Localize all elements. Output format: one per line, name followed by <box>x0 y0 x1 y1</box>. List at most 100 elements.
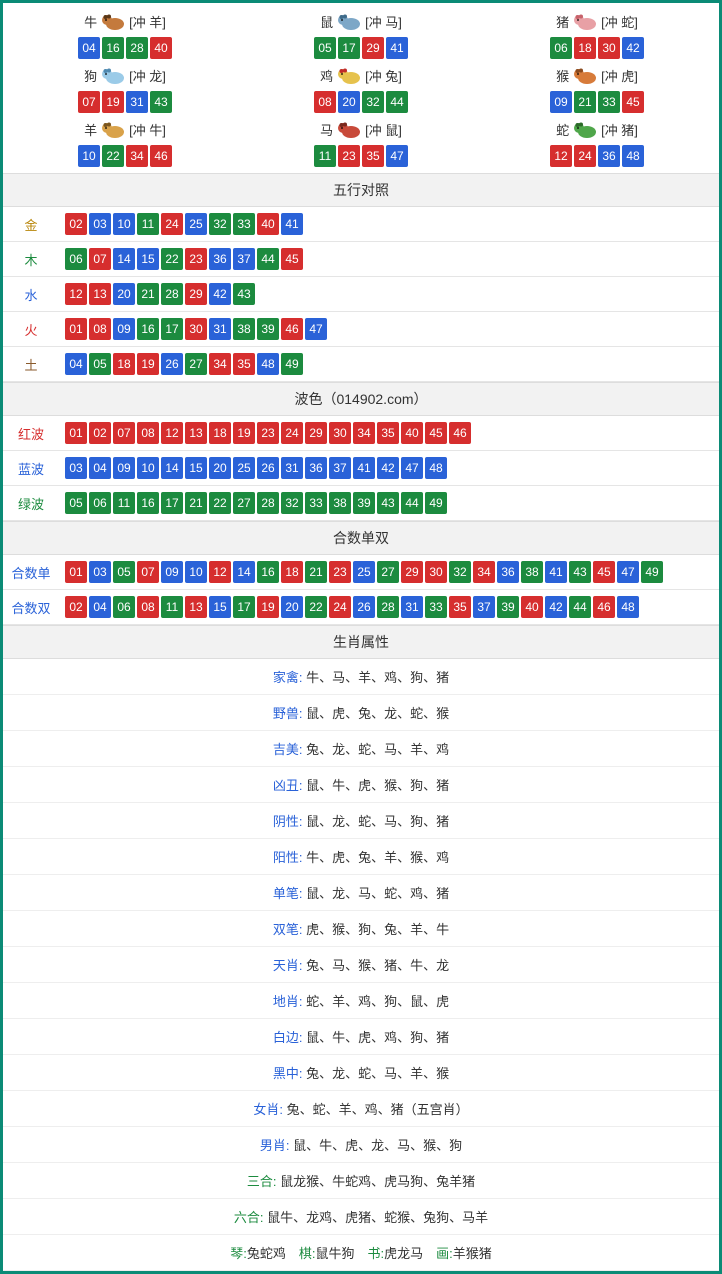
number-chip: 11 <box>113 492 135 514</box>
number-chip: 01 <box>65 561 87 583</box>
attr-row: 三合: 鼠龙猴、牛蛇鸡、虎马狗、兔羊猪 <box>3 1163 719 1199</box>
row-label: 金 <box>3 207 59 242</box>
number-chip: 32 <box>362 91 384 113</box>
number-chip: 36 <box>598 145 620 167</box>
number-chip: 22 <box>102 145 124 167</box>
number-chip: 21 <box>137 283 159 305</box>
number-chip: 23 <box>329 561 351 583</box>
row-numbers: 1213202128294243 <box>59 277 719 312</box>
attr-row: 家禽: 牛、马、羊、鸡、狗、猪 <box>3 659 719 695</box>
number-chip: 35 <box>362 145 384 167</box>
number-chip: 05 <box>65 492 87 514</box>
number-chip: 44 <box>257 248 279 270</box>
zodiac-label: 猪[冲 蛇] <box>481 9 713 33</box>
attr-value: 蛇、羊、鸡、狗、鼠、虎 <box>306 994 449 1009</box>
number-chip: 15 <box>209 596 231 618</box>
number-chip: 09 <box>113 457 135 479</box>
number-chip: 13 <box>185 422 207 444</box>
number-chip: 30 <box>329 422 351 444</box>
number-chip: 18 <box>574 37 596 59</box>
number-chip: 24 <box>329 596 351 618</box>
number-chip: 32 <box>281 492 303 514</box>
number-chip: 07 <box>113 422 135 444</box>
table-row: 水1213202128294243 <box>3 277 719 312</box>
number-chip: 26 <box>257 457 279 479</box>
attr-key: 家禽: <box>273 670 306 685</box>
attr-value: 兔、龙、蛇、马、羊、鸡 <box>306 742 449 757</box>
number-chip: 47 <box>617 561 639 583</box>
row-label: 绿波 <box>3 486 59 521</box>
zodiac-label: 猴[冲 虎] <box>481 63 713 87</box>
number-chip: 28 <box>377 596 399 618</box>
number-chip: 37 <box>329 457 351 479</box>
number-chip: 05 <box>89 353 111 375</box>
number-chip: 20 <box>209 457 231 479</box>
zodiac-animal-icon <box>571 64 599 86</box>
number-chip: 04 <box>89 596 111 618</box>
number-chip: 17 <box>161 318 183 340</box>
number-chip: 08 <box>314 91 336 113</box>
number-chip: 20 <box>281 596 303 618</box>
number-chip: 48 <box>617 596 639 618</box>
number-chip: 24 <box>161 213 183 235</box>
number-chip: 16 <box>137 492 159 514</box>
number-chip: 38 <box>329 492 351 514</box>
number-chip: 30 <box>598 37 620 59</box>
row-label: 合数单 <box>3 555 59 590</box>
attr-value: 牛、马、羊、鸡、狗、猪 <box>306 670 449 685</box>
attr-value: 兔、马、猴、猪、牛、龙 <box>306 958 449 973</box>
number-chip: 17 <box>338 37 360 59</box>
attr-row: 女肖: 兔、蛇、羊、鸡、猪（五宫肖） <box>3 1091 719 1127</box>
number-chip: 40 <box>401 422 423 444</box>
row-label: 水 <box>3 277 59 312</box>
number-chip: 41 <box>545 561 567 583</box>
number-chip: 45 <box>281 248 303 270</box>
table-row: 合数单0103050709101214161821232527293032343… <box>3 555 719 590</box>
number-chip: 02 <box>65 213 87 235</box>
zodiac-animal-icon <box>571 118 599 140</box>
number-chip: 29 <box>305 422 327 444</box>
attr-key: 三合: <box>247 1174 280 1189</box>
number-chip: 31 <box>209 318 231 340</box>
number-chip: 45 <box>622 91 644 113</box>
attr-value: 鼠牛、龙鸡、虎猪、蛇猴、兔狗、马羊 <box>267 1210 488 1225</box>
table-row: 红波0102070812131819232429303435404546 <box>3 416 719 451</box>
number-chip: 35 <box>377 422 399 444</box>
number-chip: 35 <box>233 353 255 375</box>
table-row: 合数双0204060811131517192022242628313335373… <box>3 590 719 625</box>
table-row: 金02031011242532334041 <box>3 207 719 242</box>
bose-table: 红波0102070812131819232429303435404546蓝波03… <box>3 416 719 521</box>
attr-row: 阴性: 鼠、龙、蛇、马、狗、猪 <box>3 803 719 839</box>
number-chip: 14 <box>161 457 183 479</box>
attr-row: 地肖: 蛇、羊、鸡、狗、鼠、虎 <box>3 983 719 1019</box>
row-label: 红波 <box>3 416 59 451</box>
number-chip: 33 <box>598 91 620 113</box>
number-chip: 26 <box>353 596 375 618</box>
attr-key: 女肖: <box>253 1102 286 1117</box>
number-chip: 20 <box>338 91 360 113</box>
table-row: 土04051819262734354849 <box>3 347 719 382</box>
attr-key: 黑中: <box>273 1066 306 1081</box>
number-chip: 12 <box>550 145 572 167</box>
attr-key: 男肖: <box>260 1138 293 1153</box>
attr-key: 白边: <box>273 1030 306 1045</box>
number-chip: 43 <box>150 91 172 113</box>
number-chip: 42 <box>545 596 567 618</box>
zodiac-numbers: 05172941 <box>245 37 477 59</box>
number-chip: 45 <box>425 422 447 444</box>
number-chip: 11 <box>161 596 183 618</box>
zodiac-cell: 牛[冲 羊]04162840 <box>9 9 241 59</box>
number-chip: 18 <box>209 422 231 444</box>
number-chip: 25 <box>185 213 207 235</box>
number-chip: 08 <box>137 596 159 618</box>
number-chip: 44 <box>401 492 423 514</box>
table-row: 蓝波03040910141520252631363741424748 <box>3 451 719 486</box>
number-chip: 41 <box>386 37 408 59</box>
number-chip: 10 <box>78 145 100 167</box>
number-chip: 39 <box>497 596 519 618</box>
attr-row: 六合: 鼠牛、龙鸡、虎猪、蛇猴、兔狗、马羊 <box>3 1199 719 1235</box>
row-numbers: 02031011242532334041 <box>59 207 719 242</box>
row-numbers: 05061116172122272832333839434449 <box>59 486 719 521</box>
number-chip: 42 <box>622 37 644 59</box>
number-chip: 10 <box>185 561 207 583</box>
